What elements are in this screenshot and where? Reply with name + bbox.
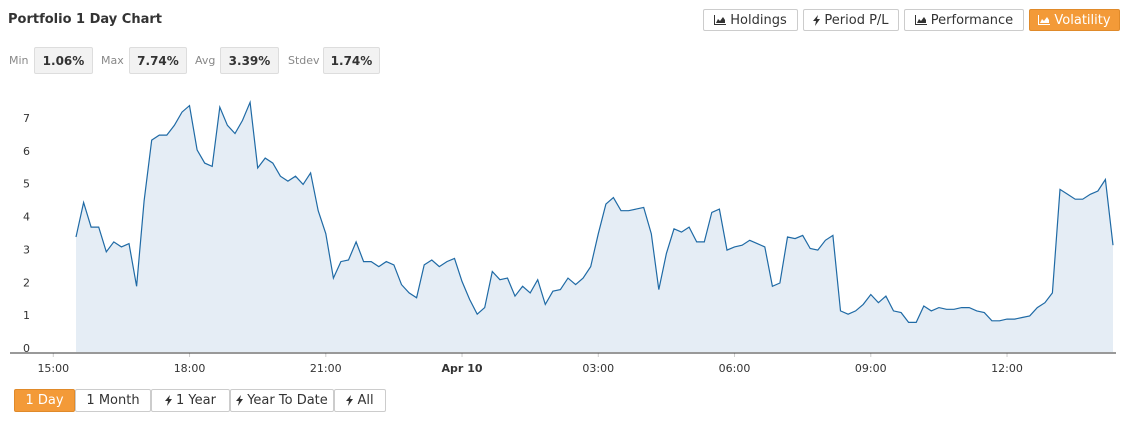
stat-value: 3.39% bbox=[220, 47, 279, 74]
view-button[interactable]: Performance bbox=[904, 9, 1024, 31]
stat-value: 1.06% bbox=[34, 47, 93, 74]
range-button[interactable]: 1 Month bbox=[75, 389, 151, 412]
icon bbox=[165, 395, 173, 406]
stat-label: Max bbox=[101, 54, 124, 67]
stat-label: Stdev bbox=[288, 54, 320, 67]
x-tick-label: 18:00 bbox=[174, 362, 206, 375]
y-tick-label: 1 bbox=[23, 309, 30, 322]
label: 1 Month bbox=[86, 393, 140, 408]
line bbox=[75, 99, 1114, 323]
x-tick-label: 09:00 bbox=[855, 362, 887, 375]
x-tick-label: Apr 10 bbox=[442, 362, 483, 375]
icon bbox=[813, 14, 821, 26]
label: All bbox=[357, 393, 374, 408]
y-tick-label: 2 bbox=[23, 276, 30, 289]
y-tick-label: 0 bbox=[23, 342, 30, 355]
label: Holdings bbox=[730, 12, 787, 28]
icon bbox=[236, 395, 244, 406]
x-tick-label: 06:00 bbox=[719, 362, 751, 375]
x-tick-label: 15:00 bbox=[37, 362, 69, 375]
x-tick-label: 21:00 bbox=[310, 362, 342, 375]
view-button[interactable]: Period P/L bbox=[803, 9, 899, 31]
label: Year To Date bbox=[247, 393, 328, 408]
label: Period P/L bbox=[824, 12, 889, 28]
chart: 0 1 2 3 4 5 6 7 15:00 18:00 21:00 Apr 10 03:00 06:00 0… bbox=[10, 99, 1116, 375]
range-button-active[interactable]: 1 Day bbox=[14, 389, 75, 412]
icon bbox=[914, 15, 927, 25]
area-fill bbox=[76, 102, 1113, 352]
icon bbox=[346, 395, 354, 406]
view-button-active[interactable]: Volatility bbox=[1029, 9, 1120, 31]
x-tick-label: 03:00 bbox=[582, 362, 614, 375]
label: 1 Year bbox=[176, 393, 216, 408]
label: Performance bbox=[930, 12, 1014, 28]
stat-label: Min bbox=[9, 54, 29, 67]
y-tick-label: 7 bbox=[23, 112, 30, 125]
y-tick-label: 3 bbox=[23, 243, 30, 256]
label: Volatility bbox=[1054, 12, 1111, 28]
stat-value: 1.74% bbox=[323, 47, 380, 74]
title: Portfolio 1 Day Chart bbox=[8, 12, 162, 27]
icon bbox=[1038, 15, 1051, 25]
y-tick-label: 4 bbox=[23, 211, 30, 224]
x-tick-label: 12:00 bbox=[991, 362, 1023, 375]
stat-label: Avg bbox=[195, 54, 216, 67]
range-button[interactable]: 1 Year bbox=[151, 389, 230, 412]
stat-value: 7.74% bbox=[129, 47, 187, 74]
label: 1 Day bbox=[25, 393, 64, 408]
y-tick-label: 6 bbox=[23, 145, 30, 158]
y-tick-label: 5 bbox=[23, 178, 30, 191]
icon bbox=[714, 15, 727, 25]
range-button[interactable]: All bbox=[334, 389, 386, 412]
range-button[interactable]: Year To Date bbox=[230, 389, 334, 412]
view-button[interactable]: Holdings bbox=[703, 9, 798, 31]
